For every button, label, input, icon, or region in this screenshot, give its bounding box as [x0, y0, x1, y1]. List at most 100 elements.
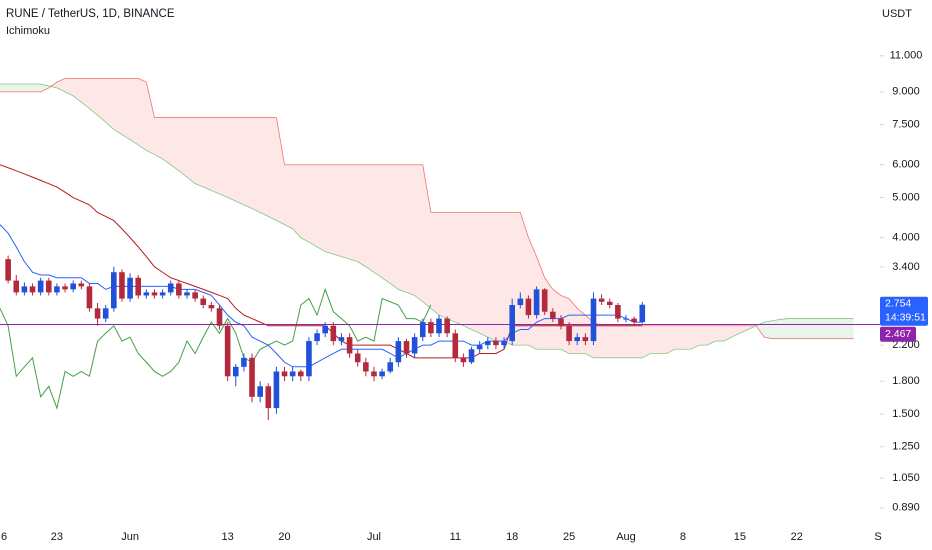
- candle-body: [541, 289, 548, 312]
- candle-body: [21, 286, 28, 293]
- cloud-segment: [707, 325, 716, 346]
- cloud-segment: [203, 117, 212, 191]
- cloud-segment: [764, 320, 773, 339]
- candle-body: [631, 318, 637, 323]
- candle-body: [436, 318, 442, 334]
- y-tick-label: 9.000: [892, 86, 920, 98]
- cloud-segment: [390, 164, 399, 290]
- candle-body: [135, 277, 142, 296]
- candle-body: [525, 298, 532, 316]
- candle-body: [216, 308, 223, 326]
- candle-body: [574, 337, 581, 342]
- y-tick-label: 2.200: [892, 339, 920, 351]
- x-tick-label: 6: [1, 531, 7, 543]
- cloud-segment: [772, 319, 781, 339]
- candle-body: [70, 283, 76, 290]
- candle-body: [509, 305, 515, 342]
- candle-body: [606, 301, 613, 306]
- candle-body: [460, 357, 467, 363]
- cloud-segment: [430, 212, 440, 316]
- cloud-segment: [479, 212, 488, 338]
- x-tick-label: S: [874, 531, 881, 543]
- candle-body: [45, 280, 52, 293]
- candle-body: [208, 305, 215, 309]
- cloud-segment: [756, 322, 765, 338]
- cloud-segment: [16, 84, 25, 92]
- candle-body: [452, 333, 459, 358]
- candle-body: [338, 337, 345, 342]
- countdown-label: 14:39:51: [885, 312, 926, 324]
- x-tick-label: Aug: [616, 531, 636, 543]
- cloud-segment: [520, 212, 529, 346]
- cloud-segment: [609, 325, 618, 358]
- cloud-segment: [837, 318, 846, 339]
- candle-body: [54, 286, 60, 293]
- candle-body: [151, 292, 158, 296]
- cloud-segment: [292, 164, 301, 238]
- candle-body: [623, 318, 629, 320]
- candle-body: [78, 283, 85, 287]
- cloud-segment: [170, 117, 179, 171]
- x-tick-label: 11: [450, 531, 461, 543]
- x-tick-label: 8: [680, 531, 686, 543]
- candle-body: [379, 371, 385, 377]
- cloud-segment: [463, 212, 472, 330]
- cloud-segment: [796, 318, 805, 339]
- cloud-segment: [398, 164, 407, 293]
- y-tick-label: 3.400: [892, 261, 920, 273]
- candle-body: [257, 386, 263, 397]
- cloud-segment: [552, 289, 561, 350]
- candle-body: [119, 272, 125, 299]
- cloud-segment: [260, 117, 269, 217]
- candle-body: [403, 341, 410, 354]
- cloud-segment: [788, 318, 797, 339]
- lagging-span: [0, 287, 432, 410]
- y-tick-label: 0.890: [892, 502, 920, 514]
- cloud-segment: [195, 117, 204, 188]
- cloud-segment: [317, 164, 326, 252]
- candle-body: [371, 371, 377, 377]
- candle-body: [167, 283, 174, 293]
- candle-body: [127, 277, 133, 299]
- cloud-segment: [186, 117, 196, 184]
- candle-body: [143, 292, 150, 296]
- cloud-segment: [821, 318, 830, 339]
- base-line: [0, 164, 643, 359]
- cloud-segment: [284, 164, 293, 229]
- candle-body: [249, 357, 255, 397]
- cloud-segment: [658, 325, 667, 354]
- x-tick-label: 25: [563, 531, 575, 543]
- candle-body: [517, 298, 524, 306]
- cloud-segment: [105, 78, 114, 130]
- x-tick-label: Jul: [367, 531, 381, 543]
- candle-body: [86, 286, 93, 309]
- price-line-box: [880, 326, 916, 342]
- cloud-segment: [626, 325, 635, 358]
- cloud-segment: [219, 117, 228, 198]
- candle-body: [273, 371, 280, 409]
- cloud-segment: [73, 78, 82, 103]
- candle-body: [582, 337, 589, 342]
- cloud-segment: [601, 325, 610, 358]
- cloud-segment: [276, 117, 285, 225]
- candle-body: [558, 318, 564, 326]
- cloud-segment: [113, 78, 122, 135]
- price-line-label: 2.467: [885, 328, 911, 340]
- cloud-segment: [178, 117, 187, 178]
- cloud-segment: [130, 78, 139, 145]
- cloud-segment: [154, 117, 163, 159]
- cloud-segment: [682, 325, 692, 350]
- candle-body: [566, 325, 572, 342]
- candle-body: [387, 362, 394, 372]
- candle-body: [476, 345, 483, 350]
- cloud-segment: [300, 164, 309, 243]
- x-tick-label: 22: [791, 531, 803, 543]
- cloud-segment: [829, 318, 838, 339]
- cloud-segment: [715, 325, 724, 342]
- cloud-segment: [357, 164, 366, 267]
- cloud-segment: [40, 84, 49, 92]
- candle-body: [298, 371, 304, 377]
- candle-body: [200, 298, 207, 306]
- cloud-segment: [414, 164, 423, 302]
